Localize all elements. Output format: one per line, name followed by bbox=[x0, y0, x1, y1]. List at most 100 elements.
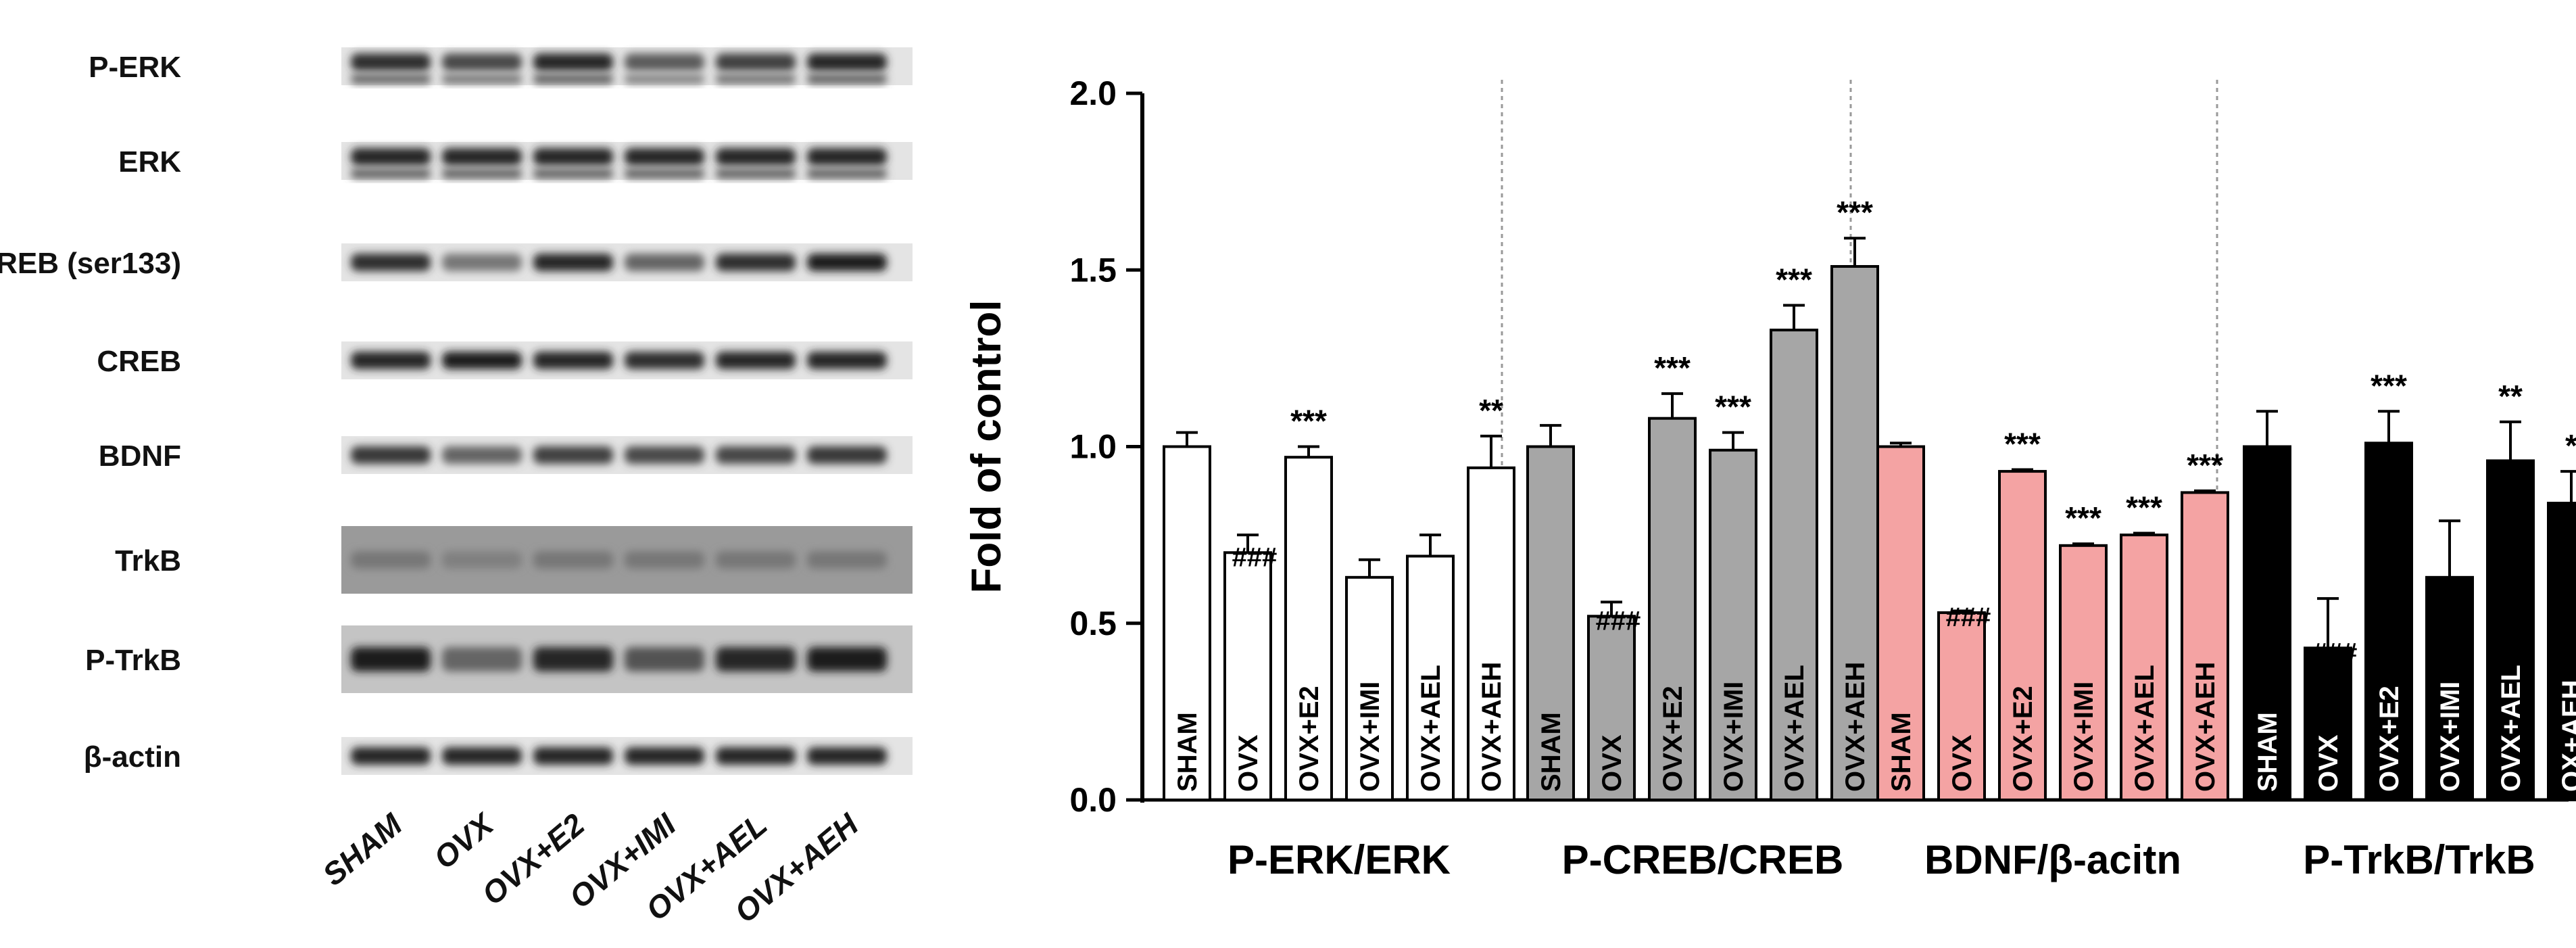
bar-label: OVX+IMI bbox=[1355, 682, 1385, 792]
blot-band bbox=[351, 647, 431, 671]
blot-band bbox=[625, 148, 704, 166]
group-axis-label: P-TrkB/TrkB bbox=[2303, 837, 2535, 882]
significance-marker: *** bbox=[1715, 389, 1751, 425]
bar-label: OVX+AEL bbox=[1780, 665, 1809, 792]
blot-band bbox=[716, 647, 796, 671]
group-axis-label: P-CREB/CREB bbox=[1562, 837, 1844, 882]
blot-row: ERK bbox=[118, 142, 913, 180]
blot-band bbox=[351, 747, 431, 765]
blot-band-secondary bbox=[351, 74, 431, 84]
significance-marker: ### bbox=[1232, 542, 1278, 572]
blot-band bbox=[625, 647, 704, 671]
blot-row-label: P-CREB (ser133) bbox=[0, 247, 181, 280]
bar-group: SHAM OVX ### OVX+E2 *** OVX+IMI *** OVX+AEL *** O… bbox=[1526, 195, 1879, 882]
blot-row-label: CREB bbox=[97, 345, 181, 378]
blot-band-secondary bbox=[716, 74, 796, 84]
bar-label: OVX+E2 bbox=[1658, 686, 1688, 792]
significance-marker: *** bbox=[2004, 426, 2041, 461]
blot-band bbox=[716, 148, 796, 166]
bar bbox=[1876, 445, 1925, 801]
bar-group: SHAM OVX ### OVX+E2 *** OVX+IMI *** OVX+AEL *** O… bbox=[1876, 426, 2229, 882]
blot-band bbox=[807, 446, 887, 464]
blot-band bbox=[807, 254, 887, 271]
bar-group: SHAM OVX ### OVX+E2 *** OVX+IMI OVX+AEL ** OX+AE… bbox=[2243, 368, 2576, 882]
significance-marker: ** bbox=[1479, 393, 1503, 428]
bar bbox=[1467, 466, 1515, 801]
blot-band bbox=[807, 148, 887, 166]
blot-lane-label: SHAM bbox=[316, 806, 409, 893]
significance-marker: ### bbox=[2312, 638, 2358, 667]
y-axis-title: Fold of control bbox=[963, 300, 1010, 594]
bar-label: OVX+AEH bbox=[1841, 662, 1870, 792]
blot-band-secondary bbox=[533, 74, 613, 84]
bar-label: OVX bbox=[1947, 734, 1977, 792]
blot-band bbox=[533, 254, 613, 271]
bar-label: OVX+AEL bbox=[2496, 665, 2526, 792]
blot-band bbox=[625, 53, 704, 71]
y-tick-label: 1.5 bbox=[1069, 251, 1117, 289]
blot-band bbox=[625, 747, 704, 765]
bar-chart-panel: 0.0 0.5 1.0 1.5 2.0 Fold of control SHAM OVX ###… bbox=[963, 74, 2576, 882]
bar bbox=[2425, 575, 2474, 801]
blot-row-label: ERK bbox=[118, 145, 181, 179]
blot-row: P-ERK bbox=[89, 47, 913, 85]
blot-band bbox=[807, 747, 887, 765]
bar bbox=[1163, 445, 1211, 801]
blot-band bbox=[533, 352, 613, 369]
blot-band bbox=[716, 53, 796, 71]
bar bbox=[2547, 502, 2576, 801]
blot-band bbox=[716, 446, 796, 464]
blot-row: BDNF bbox=[99, 436, 913, 474]
significance-marker: *** bbox=[1290, 404, 1327, 439]
y-tick-label: 0.0 bbox=[1069, 781, 1117, 819]
blot-row: P-TrkB bbox=[85, 625, 913, 693]
blot-band bbox=[807, 647, 887, 671]
blot-band bbox=[533, 647, 613, 671]
bar-label: OVX+AEH bbox=[2191, 662, 2220, 792]
bar-label: OVX+AEH bbox=[1477, 662, 1507, 792]
blot-band bbox=[442, 148, 522, 166]
blot-band bbox=[716, 747, 796, 765]
bar-label: OVX bbox=[1597, 734, 1627, 792]
significance-marker: *** bbox=[2065, 500, 2101, 536]
blot-band bbox=[533, 148, 613, 166]
blot-band-secondary bbox=[442, 169, 522, 179]
bar bbox=[2120, 534, 2168, 801]
blot-band bbox=[625, 446, 704, 464]
blot-row-label: BDNF bbox=[99, 440, 181, 473]
blot-row-label: P-TrkB bbox=[85, 644, 181, 677]
bar bbox=[1770, 329, 1818, 801]
bar-group: SHAM OVX ### OVX+E2 *** OVX+IMI OVX+AEL OVX+AEH… bbox=[1163, 393, 1515, 882]
bar bbox=[1526, 445, 1575, 801]
bar bbox=[2243, 445, 2291, 801]
significance-marker: *** bbox=[1654, 350, 1691, 385]
blot-band bbox=[351, 551, 431, 569]
bar bbox=[2181, 491, 2229, 801]
bar-label: SHAM bbox=[2253, 712, 2283, 792]
blot-band bbox=[807, 352, 887, 369]
significance-marker: * bbox=[2565, 428, 2576, 463]
blot-band bbox=[716, 254, 796, 271]
blot-band bbox=[533, 446, 613, 464]
blot-band bbox=[442, 647, 522, 671]
bar bbox=[1345, 575, 1394, 801]
blot-row-label: TrkB bbox=[115, 544, 181, 577]
group-axis-label: BDNF/β-acitn bbox=[1924, 837, 2181, 882]
bar-label: OVX bbox=[2314, 734, 2343, 792]
significance-marker: ### bbox=[1946, 602, 1991, 632]
blot-band bbox=[533, 747, 613, 765]
blot-band bbox=[807, 53, 887, 71]
blot-band bbox=[351, 254, 431, 271]
significance-marker: *** bbox=[2371, 368, 2407, 403]
bar bbox=[1998, 470, 2047, 801]
significance-marker: *** bbox=[2126, 490, 2162, 525]
blot-row: TrkB bbox=[115, 526, 913, 594]
blot-row: β-actin bbox=[84, 737, 913, 775]
blot-band-secondary bbox=[625, 169, 704, 179]
group-axis-label: P-ERK/ERK bbox=[1228, 837, 1451, 882]
blot-row-label: β-actin bbox=[84, 740, 181, 774]
blot-band bbox=[442, 352, 522, 369]
blot-band-secondary bbox=[716, 169, 796, 179]
